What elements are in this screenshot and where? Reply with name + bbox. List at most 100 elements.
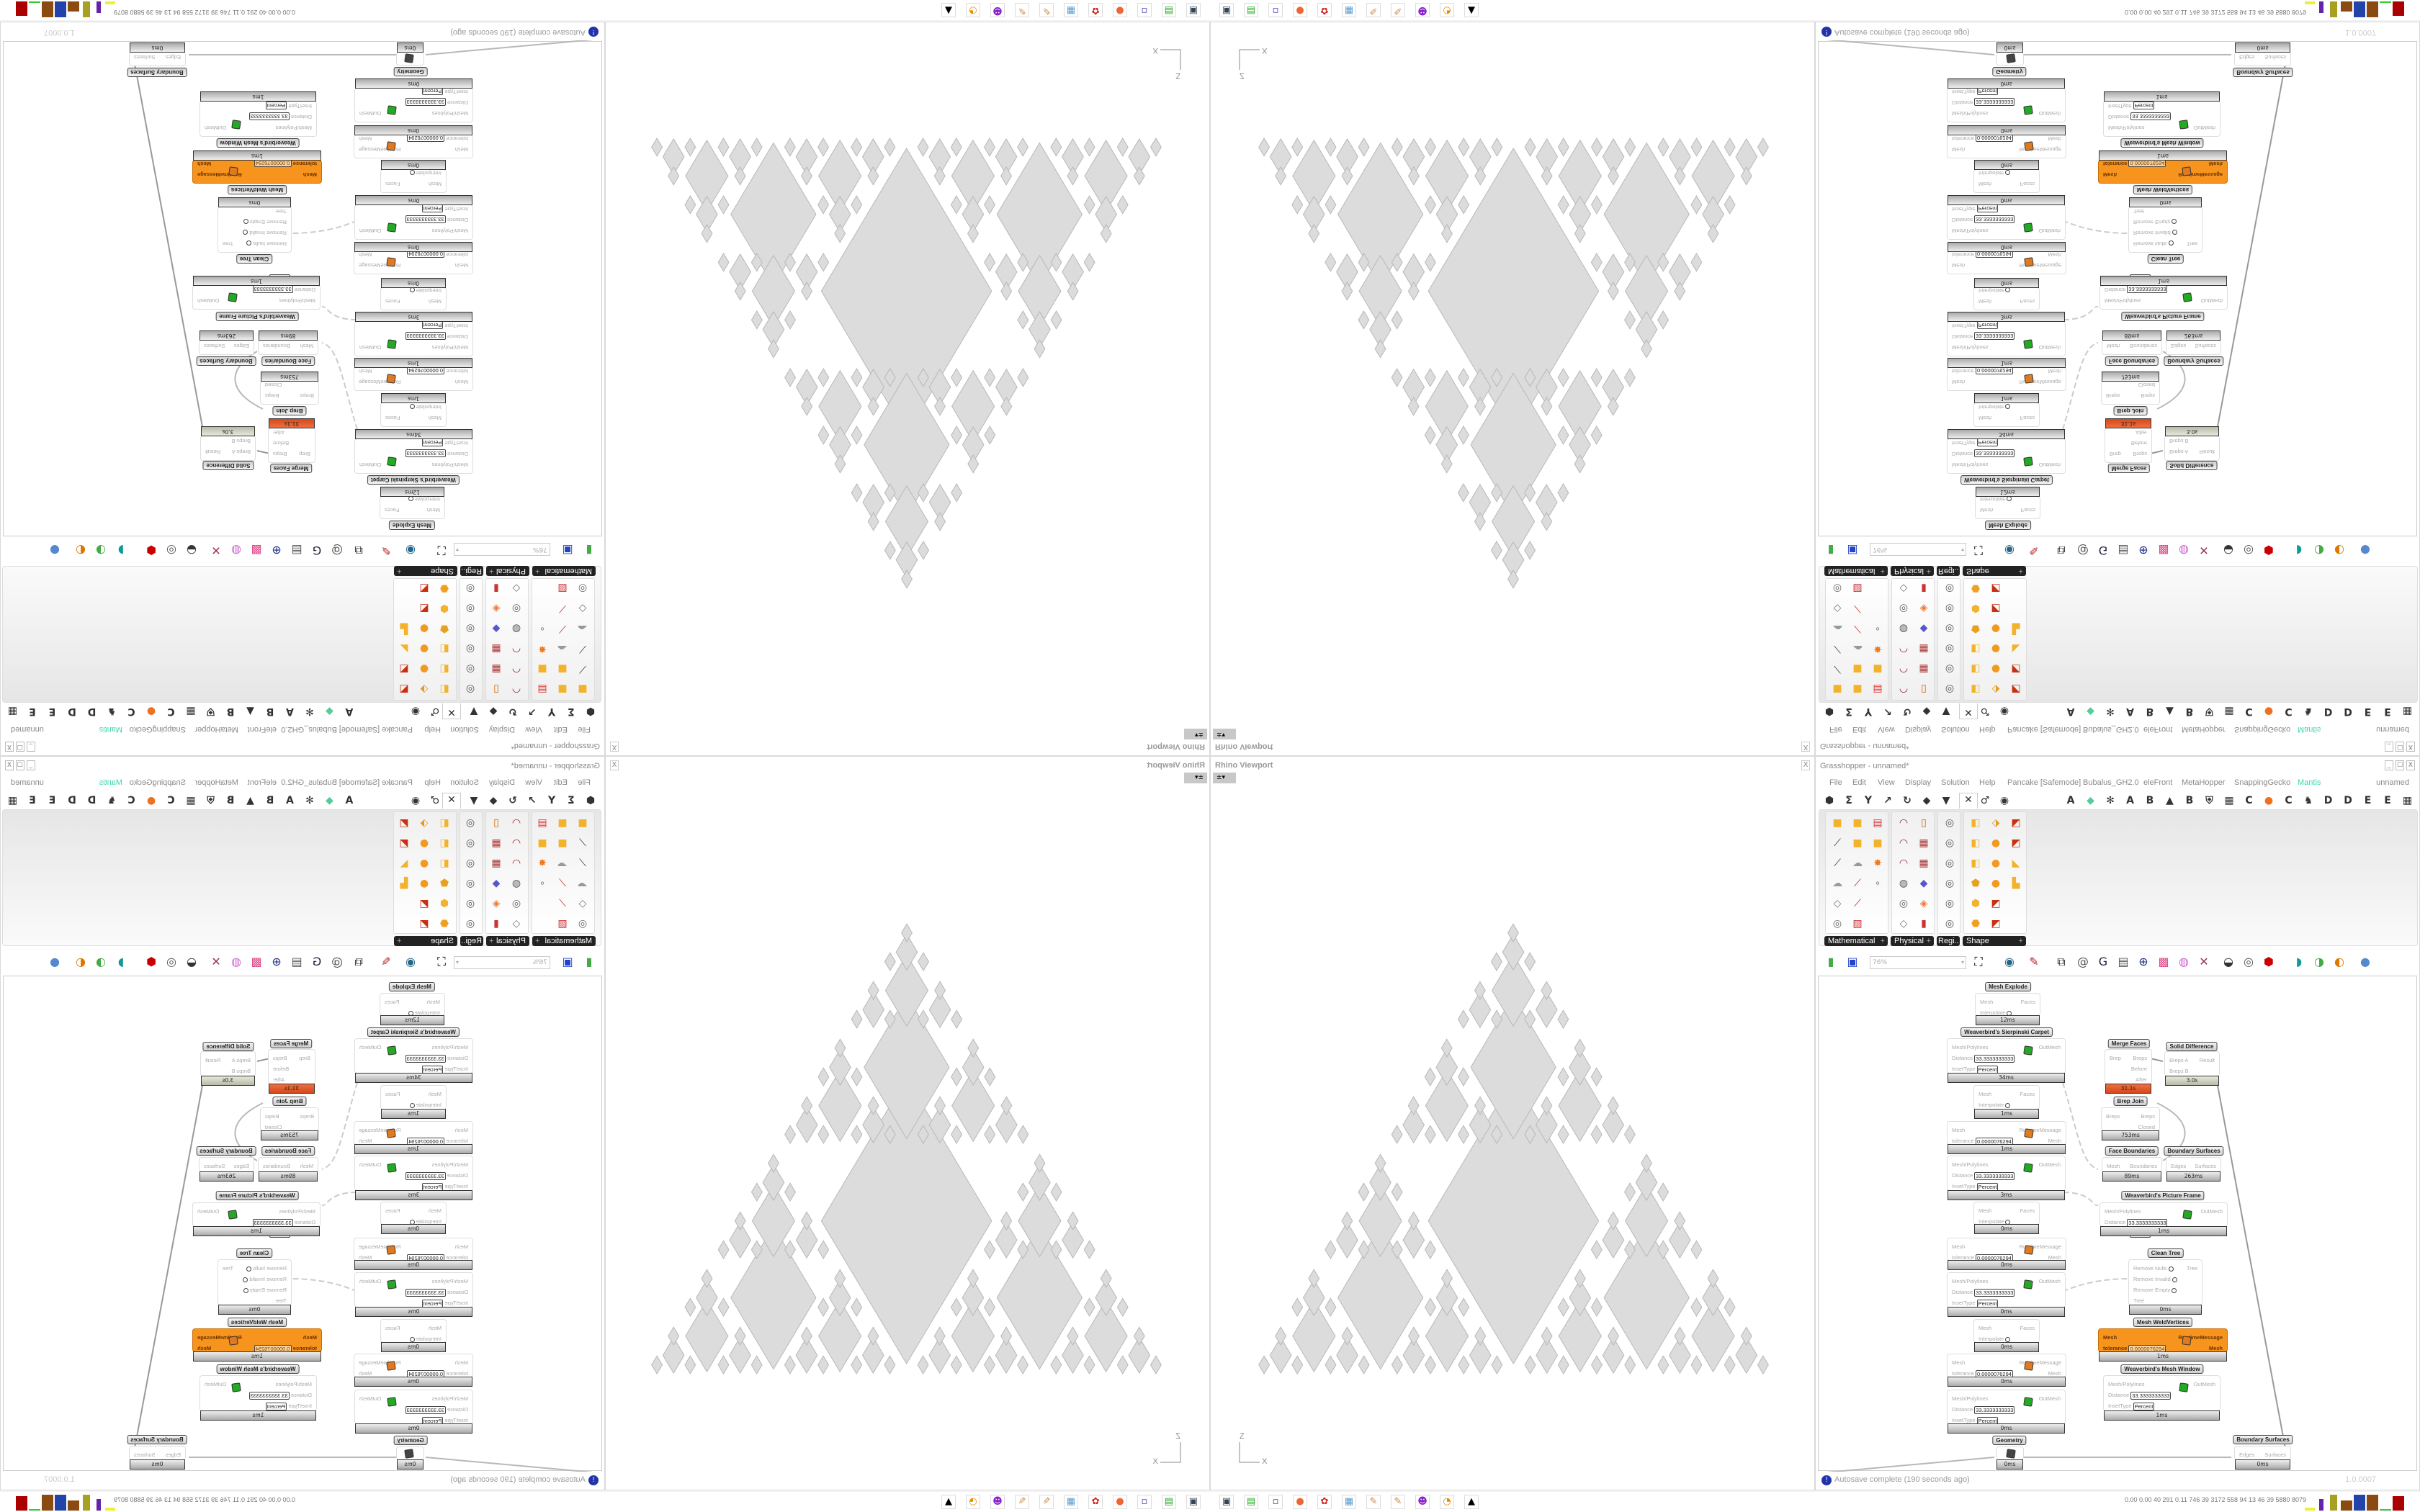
tab-a[interactable]: A <box>2126 706 2134 717</box>
menu-snappinggecko[interactable]: SnappingGecko <box>129 725 186 734</box>
tab-leaf-icon[interactable]: ◆ <box>326 706 333 717</box>
red-app-icon[interactable]: ✿ <box>1317 1495 1332 1509</box>
eye-icon[interactable]: ◉ <box>2004 544 2015 557</box>
component-component[interactable]: Mesh/Polylines Distance 33.3333333333 Inse… <box>1947 78 2066 122</box>
firefox-icon[interactable]: ● <box>1293 3 1307 17</box>
face-boundaries-component[interactable]: Mesh Boundaries 89ms <box>258 1157 318 1182</box>
input-param[interactable]: Mesh/Polylines <box>1952 342 2015 353</box>
param-value-field[interactable]: 33.3333333333 <box>1974 1171 2015 1180</box>
line-icon[interactable]: ⟋ <box>579 837 586 849</box>
tab-grid-icon[interactable]: ▦ <box>7 706 18 717</box>
param-value-field[interactable]: 33.3333333333 <box>1974 332 2015 341</box>
paint-icon[interactable]: ✎ <box>1366 3 1381 17</box>
close-icon[interactable]: X <box>610 760 619 770</box>
discord-icon[interactable]: ☻ <box>990 3 1005 17</box>
region-icon[interactable]: ◎ <box>1945 663 1955 675</box>
input-param[interactable]: Distance 33.3333333333 <box>405 1404 468 1415</box>
toggle-circle-icon[interactable] <box>243 219 248 225</box>
component-component[interactable]: Mesh Interpolate Faces 1ms <box>380 1085 447 1119</box>
tab-shield-icon[interactable]: ⛨ <box>207 706 215 717</box>
output-param[interactable]: Faces <box>2020 415 2035 421</box>
tab-e[interactable]: E <box>2364 795 2372 806</box>
output-param[interactable]: Mesh <box>2048 1254 2061 1261</box>
slash-icon[interactable]: ⟋ <box>1854 623 1861 634</box>
cloud-icon[interactable]: ☁ <box>557 643 568 654</box>
paint-icon[interactable]: ✎ <box>1366 1495 1381 1509</box>
palette-label-shape[interactable]: Shape + <box>1963 566 2026 576</box>
blue-sphere-icon[interactable]: ● <box>2360 955 2370 968</box>
clean-tree-component[interactable]: Remove Nulls Remove Invalid Remove Empty Tr… <box>2128 1259 2202 1315</box>
output-param[interactable]: Faces <box>385 1091 400 1097</box>
expand-icon[interactable]: + <box>489 937 494 945</box>
input-param[interactable]: Mesh <box>1952 1125 2013 1135</box>
component-component[interactable]: Mesh/Polylines Distance 33.3333333333 Inse… <box>1947 1390 2066 1434</box>
burst-icon[interactable]: ✸ <box>1873 858 1882 869</box>
clean-tree-label[interactable]: Clean Tree <box>2147 1248 2184 1258</box>
bulb-icon[interactable]: ◍ <box>231 955 241 968</box>
tab-sets-icon[interactable]: Y <box>547 706 556 717</box>
menu-pancake-safemode-[interactable]: Pancake [Safemode] <box>2007 725 2081 734</box>
corner-icon[interactable]: ◩ <box>399 837 409 849</box>
blob-icon[interactable]: ● <box>419 643 429 654</box>
merge-faces-component[interactable]: Brep Breps Before After 31.1s <box>268 418 315 463</box>
tab-mountain-icon[interactable]: ▲ <box>2166 795 2174 806</box>
input-param[interactable]: Mesh <box>1978 1323 2010 1333</box>
component-component[interactable]: Mesh tolerance 0.0000076294 RuntimeMessage… <box>1947 358 2066 391</box>
menu-metahopper[interactable]: MetaHopper <box>2182 778 2226 787</box>
corner-icon[interactable]: ◩ <box>2011 683 2021 695</box>
tab-display-icon[interactable]: ◉ <box>1999 706 2009 717</box>
param-value-field[interactable]: Percent <box>2133 1402 2155 1410</box>
slash-icon[interactable]: ⟋ <box>559 898 566 909</box>
tab-leaf-icon[interactable]: ◆ <box>326 795 333 806</box>
input-param[interactable]: Breps B <box>231 436 251 446</box>
blue-sphere-icon[interactable]: ● <box>50 955 60 968</box>
palette-label-physical[interactable]: Physical + <box>486 936 529 946</box>
region-icon[interactable]: ◎ <box>465 878 475 889</box>
menu-solution[interactable]: Solution <box>1941 725 1970 734</box>
blob-icon[interactable]: ● <box>419 878 429 889</box>
green-icon[interactable]: ◑ <box>96 955 106 968</box>
gha-icon[interactable]: G <box>2098 955 2108 968</box>
eye-icon[interactable]: ◉ <box>405 544 416 557</box>
cloud-icon[interactable]: ☁ <box>1832 878 1842 889</box>
panel-icon[interactable]: ▤ <box>537 817 547 829</box>
palette-label-physical[interactable]: Physical + <box>1891 566 1934 576</box>
toggle-circle-icon[interactable] <box>2172 1287 2177 1293</box>
tab-mountain-icon[interactable]: ▲ <box>246 795 254 806</box>
close-button[interactable]: X <box>5 760 14 770</box>
corner-icon[interactable]: ◩ <box>399 817 409 829</box>
calculator-icon[interactable]: ▦ <box>1064 3 1078 17</box>
blob-icon[interactable]: ● <box>1991 878 2001 889</box>
mesh-explode-label[interactable]: Mesh Explode <box>1985 982 2031 991</box>
param-value-field[interactable]: Percent <box>1976 204 1999 213</box>
input-param[interactable]: InsetType Percent <box>1952 438 2015 449</box>
clean-tree-label[interactable]: Clean Tree <box>236 254 273 264</box>
component-component[interactable]: Mesh/Polylines Distance 33.3333333333 Inse… <box>1947 1272 2066 1317</box>
region-icon[interactable]: ◎ <box>465 837 475 849</box>
input-param[interactable]: Mesh/Polylines <box>1952 1042 2015 1053</box>
box-icon[interactable]: ⬟ <box>1971 623 1981 634</box>
input-param[interactable]: Interpolate <box>409 402 442 413</box>
output-param[interactable]: Boundaries <box>2130 343 2157 349</box>
menu-edit[interactable]: Edit <box>554 778 568 787</box>
zoom-extents-icon[interactable]: ⛶ <box>437 544 446 557</box>
zoom-extents-icon[interactable]: ⛶ <box>1974 955 1983 968</box>
burst-icon[interactable]: ✸ <box>538 643 547 654</box>
red-gem-icon[interactable]: ⬢ <box>146 955 156 968</box>
grid-icon[interactable]: ▦ <box>1919 643 1929 654</box>
brep-join-component[interactable]: Breps Breps Closed 753ms <box>260 1107 319 1140</box>
close-icon[interactable]: X <box>1801 760 1810 770</box>
slash-icon[interactable]: ⟋ <box>559 603 566 614</box>
param-value-field[interactable]: 33.3333333333 <box>252 1218 293 1227</box>
zoom-level-dropdown[interactable]: 76% ▾ <box>1870 543 1966 556</box>
input-param[interactable]: Edges <box>234 1161 249 1171</box>
output-param[interactable]: OutMesh <box>205 125 227 131</box>
input-param[interactable]: Mesh <box>254 169 317 180</box>
tab-c[interactable]: C <box>2285 795 2293 806</box>
floppy-64-icon[interactable]: ▫ <box>1268 1495 1283 1509</box>
tab-snowflake-icon[interactable]: ✻ <box>2106 795 2115 806</box>
ghost-icon[interactable]: ◒ <box>187 544 197 557</box>
minimize-button[interactable]: _ <box>27 742 35 752</box>
tab-surface-icon[interactable]: ◆ <box>1922 706 1931 717</box>
tab-grid-icon[interactable]: ▦ <box>2224 795 2234 806</box>
